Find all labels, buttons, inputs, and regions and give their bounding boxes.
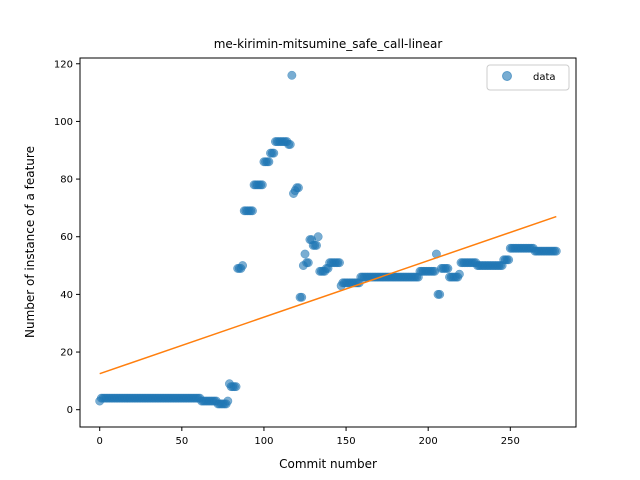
x-axis: 0 50 100 150 200 250: [97, 427, 520, 447]
chart-title: me-kirimin-mitsumine_safe_call-linear: [214, 37, 443, 51]
x-tick-label: 150: [337, 436, 356, 447]
y-tick-label: 20: [60, 348, 73, 359]
y-tick-label: 80: [60, 175, 73, 186]
data-point: [238, 261, 248, 271]
data-point: [313, 232, 323, 242]
x-axis-label: Commit number: [279, 457, 377, 471]
x-tick-label: 250: [501, 436, 520, 447]
data-point: [269, 148, 279, 158]
data-point: [454, 269, 464, 279]
fit-line-layer: [99, 215, 557, 375]
y-tick-label: 60: [60, 232, 73, 243]
x-tick-label: 100: [254, 436, 273, 447]
data-point: [335, 258, 344, 268]
data-point: [231, 382, 241, 392]
data-point: [312, 240, 321, 250]
y-tick-label: 100: [54, 117, 73, 128]
data-point: [264, 157, 274, 167]
data-point: [297, 292, 307, 302]
data-point: [303, 258, 313, 268]
data-point: [435, 289, 445, 299]
legend-box: [486, 64, 570, 91]
data-point: [300, 249, 310, 259]
data-point: [293, 183, 303, 193]
y-tick-label: 120: [54, 59, 73, 70]
fit-line: [99, 215, 557, 375]
data-point: [285, 140, 295, 149]
y-tick-label: 40: [60, 290, 73, 301]
data-point: [504, 255, 514, 265]
data-point: [257, 180, 267, 190]
data-point: [223, 396, 233, 406]
data-point: [551, 246, 561, 256]
data-point: [287, 70, 297, 80]
y-axis: 0 20 40 60 80 100 120: [54, 59, 80, 416]
y-tick-label: 0: [67, 405, 73, 416]
plot-area: 0 50 100 150 200 250 0 20 40 60 80 100 120: [54, 57, 577, 447]
scatter-points: [95, 70, 561, 409]
data-point: [443, 263, 453, 273]
axes-frame: [79, 57, 577, 428]
legend-label-data: data: [533, 72, 556, 83]
x-tick-label: 200: [419, 436, 438, 447]
data-point: [248, 206, 257, 216]
x-tick-label: 50: [175, 436, 188, 447]
legend: data: [486, 64, 570, 91]
y-axis-label: Number of instance of a feature: [23, 146, 37, 338]
x-tick-label: 0: [97, 436, 103, 447]
legend-marker: [502, 71, 512, 81]
